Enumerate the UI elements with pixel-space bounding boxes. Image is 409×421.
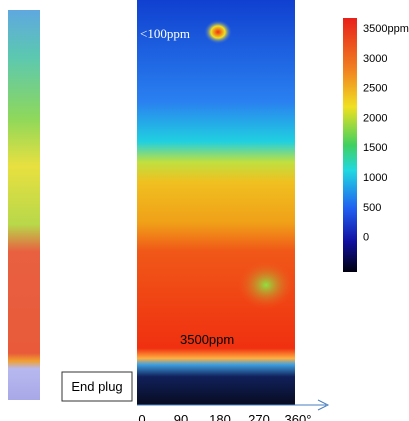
colorbar-label: 2000 xyxy=(363,112,387,124)
top-label: <100ppm xyxy=(140,26,190,41)
heatmap-hotspot xyxy=(204,20,232,44)
x-tick-label: 90 xyxy=(174,412,188,421)
x-tick-label: 0 xyxy=(138,412,145,421)
colorbar xyxy=(343,18,357,272)
colorbar-label: 0 xyxy=(363,232,369,244)
colorbar-label: 3000 xyxy=(363,53,387,65)
heatmap-image xyxy=(137,0,295,405)
x-tick-label: 180 xyxy=(209,412,231,421)
heatmap-blob xyxy=(238,261,294,309)
x-axis-arrow xyxy=(317,399,330,411)
x-tick-label: 360° xyxy=(285,412,312,421)
colorbar-label: 500 xyxy=(363,202,381,214)
colorbar-label: 3500ppm xyxy=(363,23,409,35)
bottom-label: 3500ppm xyxy=(180,332,234,347)
x-tick-label: 270 xyxy=(248,412,270,421)
end-plug-label: End plug xyxy=(71,379,122,394)
colorbar-label: 1000 xyxy=(363,172,387,184)
colorbar-label: 1500 xyxy=(363,142,387,154)
tube-image xyxy=(8,10,40,400)
end-plug-box xyxy=(61,371,133,402)
colorbar-label: 2500 xyxy=(363,83,387,95)
